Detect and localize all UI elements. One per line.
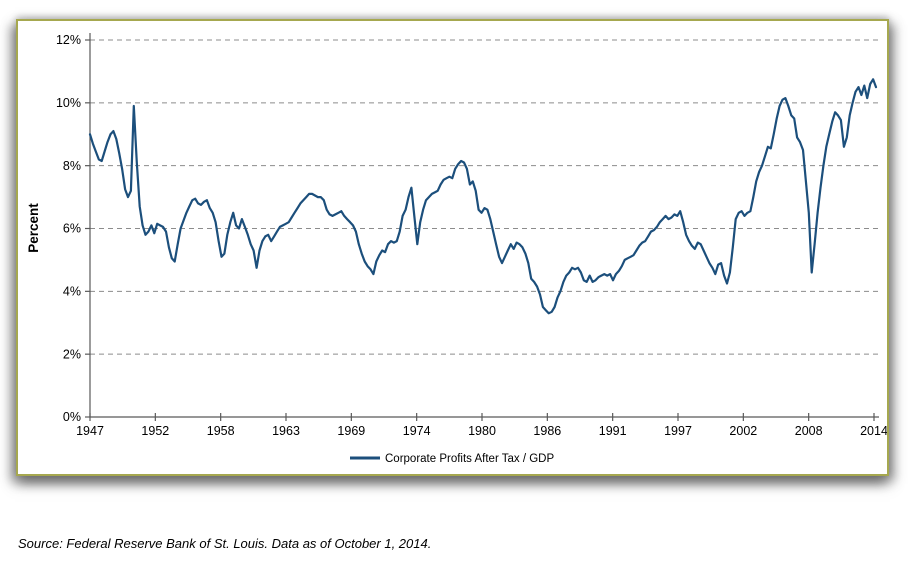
profits-line	[88, 78, 878, 315]
y-axis-tick-labels: 0% 2% 4% 6% 8% 10% 12%	[56, 33, 81, 424]
y-tick-label: 10%	[56, 96, 81, 110]
y-axis-title: Percent	[26, 203, 41, 253]
x-tick-label: 2014	[860, 424, 887, 438]
x-tick-label: 2008	[795, 424, 823, 438]
x-tick-label: 2002	[729, 424, 757, 438]
y-tick-label: 2%	[63, 347, 81, 361]
x-tick-label: 1991	[599, 424, 627, 438]
x-tick-label: 1963	[272, 424, 300, 438]
x-tick-label: 1958	[207, 424, 235, 438]
y-tick-label: 8%	[63, 159, 81, 173]
profits-chart: 0% 2% 4% 6% 8% 10% 12% 1947 1952 1958 1963 1969 197…	[26, 33, 887, 465]
x-tick-label: 1952	[141, 424, 169, 438]
source-note: Source: Federal Reserve Bank of St. Loui…	[18, 536, 432, 551]
y-tick-label: 6%	[63, 222, 81, 236]
x-tick-label: 1986	[533, 424, 561, 438]
x-tick-label: 1974	[403, 424, 431, 438]
x-tick-label: 1997	[664, 424, 692, 438]
y-tick-label: 12%	[56, 33, 81, 47]
legend-label: Corporate Profits After Tax / GDP	[385, 453, 554, 465]
x-tick-label: 1969	[337, 424, 365, 438]
x-tick-label: 1947	[76, 424, 104, 438]
y-tick-label: 4%	[63, 285, 81, 299]
x-tick-label: 1980	[468, 424, 496, 438]
axes	[85, 33, 879, 421]
gridlines	[90, 39, 879, 355]
chart-frame: 0% 2% 4% 6% 8% 10% 12% 1947 1952 1958 1963 1969 197…	[16, 19, 889, 476]
x-axis-tick-labels: 1947 1952 1958 1963 1969 1974 1980 1986 1991 1997…	[76, 424, 887, 438]
y-tick-label: 0%	[63, 410, 81, 424]
